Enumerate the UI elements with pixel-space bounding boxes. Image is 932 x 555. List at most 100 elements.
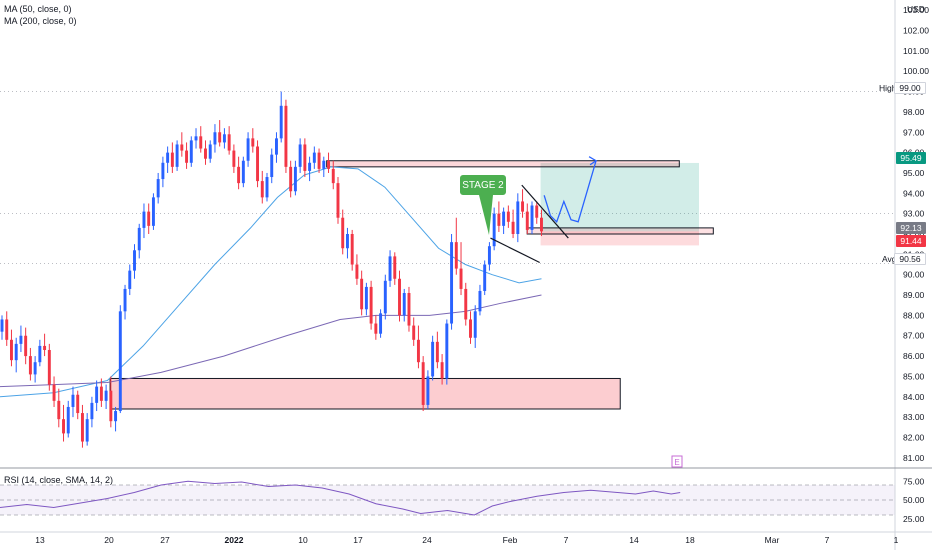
- candle-body: [521, 201, 525, 212]
- candle-body: [440, 362, 444, 379]
- candle-body: [336, 183, 340, 218]
- time-tick: 7: [825, 535, 830, 545]
- time-tick: 17: [353, 535, 363, 545]
- candle-body: [312, 152, 316, 163]
- time-tick: 27: [160, 535, 170, 545]
- price-tick: 97.00: [903, 127, 925, 137]
- candle-body: [383, 280, 387, 314]
- price-tick-top: 103.00: [903, 5, 929, 15]
- candle-body: [421, 362, 425, 405]
- candle-body: [516, 201, 520, 234]
- grid: [0, 91, 895, 264]
- avg-price-tag: 90.56: [894, 253, 926, 265]
- candle-body: [156, 179, 160, 198]
- candle-body: [19, 335, 23, 344]
- price-tick: 93.00: [903, 209, 925, 219]
- earnings-marker-text: E: [674, 458, 679, 467]
- candle-body: [194, 136, 198, 141]
- candle-body: [412, 325, 416, 340]
- candle-body: [47, 349, 51, 385]
- candle-body: [185, 150, 189, 163]
- candle-body: [161, 162, 165, 180]
- candle-body: [246, 138, 250, 161]
- price-tick: 82.00: [903, 432, 925, 442]
- candle-body: [473, 311, 477, 338]
- time-tick: 2022: [225, 535, 244, 545]
- wedge-lower-line[interactable]: [490, 237, 540, 264]
- projection-path[interactable]: [543, 160, 597, 223]
- support-zone[interactable]: [109, 377, 621, 410]
- candle-body: [189, 140, 193, 163]
- candle-body: [478, 290, 482, 312]
- candle-body: [530, 205, 534, 230]
- candle-body: [270, 154, 274, 178]
- candle-body: [241, 160, 245, 184]
- entry-zone[interactable]: [526, 227, 714, 235]
- time-axis[interactable]: 13 20 27 2022 10 17 24 Feb 7 14 18 Mar 7…: [35, 535, 898, 545]
- candle-body: [52, 384, 56, 401]
- candle-body: [9, 339, 13, 361]
- candle-body: [502, 211, 506, 226]
- price-tick: 101.00: [903, 46, 929, 56]
- price-tick: 100.00: [903, 66, 929, 76]
- high-label: High: [879, 83, 897, 93]
- risk-zone[interactable]: [540, 231, 699, 246]
- candle-body: [388, 256, 392, 281]
- candle-body: [180, 144, 184, 151]
- candle-body: [237, 166, 241, 184]
- rsi-pane: [0, 480, 895, 516]
- candle-body: [469, 319, 472, 338]
- target-price-tag: 95.49: [896, 152, 926, 164]
- candle-body: [57, 400, 61, 420]
- time-tick: 20: [104, 535, 114, 545]
- candle-body: [5, 319, 9, 340]
- candle-body: [142, 211, 146, 228]
- drawings[interactable]: [490, 156, 598, 264]
- price-tick: 86.00: [903, 351, 925, 361]
- time-tick: 7: [564, 535, 569, 545]
- price-tick: 87.00: [903, 331, 925, 341]
- candle-body: [175, 144, 179, 167]
- price-tick: 102.00: [903, 26, 929, 36]
- time-tick: 18: [685, 535, 695, 545]
- candle-body: [289, 166, 293, 192]
- time-tick: 1: [894, 535, 899, 545]
- candle-body: [379, 313, 383, 334]
- projection-arrowhead: [588, 156, 598, 166]
- resistance-zone[interactable]: [326, 160, 680, 168]
- candle-body: [104, 390, 108, 401]
- stage2-callout[interactable]: STAGE 2: [460, 175, 506, 235]
- time-tick: 24: [422, 535, 432, 545]
- candle-body: [426, 376, 430, 405]
- candle-body: [331, 168, 335, 184]
- reward-zone[interactable]: [540, 162, 699, 232]
- candle-body: [90, 402, 94, 420]
- candle-body: [506, 211, 510, 222]
- price-tick: 89.00: [903, 290, 925, 300]
- price-tick: 98.00: [903, 107, 925, 117]
- time-tick: Feb: [503, 535, 518, 545]
- candle-body: [71, 394, 75, 407]
- ma50-legend[interactable]: MA (50, close, 0): [4, 4, 72, 14]
- candle-body: [525, 211, 529, 230]
- wedge-upper-line[interactable]: [521, 184, 569, 239]
- candle-body: [327, 160, 330, 169]
- candle-body: [393, 256, 397, 279]
- candle-body: [208, 144, 212, 159]
- candle-body: [227, 134, 231, 151]
- rsi-legend[interactable]: RSI (14, close, SMA, 14, 2): [4, 475, 114, 485]
- rsi-axis[interactable]: 75.00 50.00 25.00: [903, 476, 925, 524]
- candle-body: [293, 166, 297, 192]
- candle-body: [435, 341, 439, 363]
- price-tick: 81.00: [903, 453, 925, 463]
- ma200-legend[interactable]: MA (200, close, 0): [4, 16, 77, 26]
- candle-body: [303, 144, 307, 171]
- candle-body: [454, 242, 458, 269]
- stop-price-tag: 91.44: [896, 235, 926, 247]
- price-tick: 85.00: [903, 371, 925, 381]
- earnings-marker[interactable]: E: [671, 455, 683, 468]
- candle-body: [33, 362, 37, 375]
